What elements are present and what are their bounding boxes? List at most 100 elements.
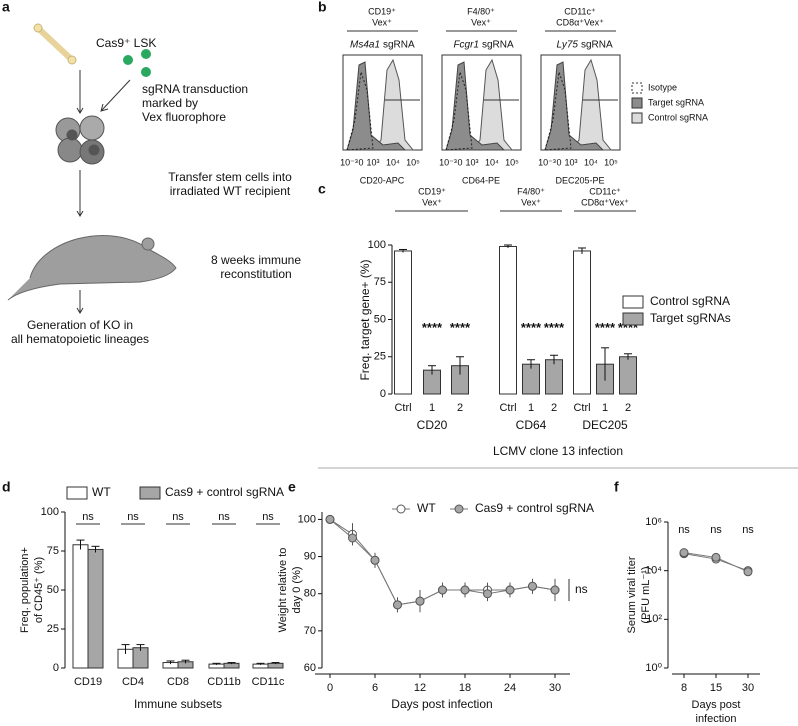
y-tick-label: 80 [304, 588, 316, 600]
y-tick-label: 100 [41, 506, 59, 518]
x-tick-label: 10⁴ [485, 157, 499, 167]
x-tick-label: 2 [457, 402, 463, 414]
y-axis-label: (PFU mL⁻¹) [640, 566, 652, 623]
x-tick-label: 0 [358, 157, 363, 167]
x-tick-label: 10⁵ [406, 157, 420, 167]
x-axis-label: DEC205-PE [555, 175, 604, 185]
x-tick-label: CD8 [167, 676, 189, 688]
x-tick-label: 30 [549, 682, 561, 694]
legend-label: Cas9 + control sgRNA [475, 501, 594, 515]
bar [394, 250, 412, 395]
significance: ns [172, 511, 184, 523]
x-tick-label: 1 [602, 402, 608, 414]
gene-suffix: sgRNA [482, 40, 514, 51]
plot-header: CD8α⁺Vex⁺ [556, 17, 604, 27]
x-tick-label: 10⁴ [584, 157, 598, 167]
step-text: all hematopoietic lineages [11, 332, 149, 346]
x-tick-label: Ctrl [394, 402, 411, 414]
panel-label: a [2, 0, 10, 15]
group-label: CD20 [417, 418, 448, 432]
point [743, 567, 753, 577]
y-axis-label: of CD45⁺ (%) [33, 557, 45, 623]
gene-name: Fcgr1 [453, 40, 479, 51]
point [711, 552, 721, 562]
legend-swatch [66, 486, 88, 500]
group-label: DEC205 [582, 418, 628, 432]
x-tick-label: 30 [742, 682, 754, 694]
target-histogram [445, 61, 506, 151]
step-text: Generation of KO in [27, 318, 133, 332]
y-axis-label: Freq. population+ [19, 547, 31, 633]
x-axis-label: Immune subsets [134, 697, 222, 711]
significance: **** [422, 320, 443, 335]
x-tick-label: 0 [556, 157, 561, 167]
bar [87, 548, 104, 669]
x-tick-label: 18 [459, 682, 471, 694]
x-tick-label: 10⁻³ [538, 157, 556, 167]
legend-label: Target sgRNA [648, 97, 704, 107]
point [348, 533, 357, 543]
y-tick-label: 100 [298, 513, 316, 525]
legend-label: WT [92, 485, 111, 499]
panel-label: d [2, 479, 11, 495]
step-text: marked by [142, 96, 198, 110]
y-axis-label: Weight relative to [277, 548, 289, 633]
legend-label: Cas9 + control sgRNA [165, 485, 284, 499]
y-tick-label: 10² [646, 613, 662, 625]
x-axis-label: CD20-APC [360, 175, 405, 185]
legend-label: WT [417, 501, 436, 515]
significance: ns [678, 524, 690, 536]
y-tick-label: 25 [374, 351, 386, 363]
legend-swatch [139, 486, 161, 500]
x-tick-label: 10⁻³ [340, 157, 358, 167]
legend-swatch [631, 112, 643, 124]
significance: **** [521, 320, 542, 335]
point [483, 589, 492, 599]
legend-swatch [622, 295, 644, 309]
significance: ns [262, 511, 274, 523]
significance: ns [710, 524, 722, 536]
y-axis-label: Freq. target gene+ (%) [358, 259, 372, 380]
legend-label: Target sgRNAs [650, 311, 731, 325]
y-tick-label: 25 [47, 623, 59, 635]
panel-label: c [318, 181, 326, 197]
section-title: LCMV clone 13 infection [493, 444, 623, 458]
y-tick-label: 0 [53, 662, 59, 674]
y-axis-label: day 0 (%) [291, 566, 303, 613]
x-axis-label: Days post [692, 699, 741, 711]
plot-header: Vex⁺ [471, 17, 491, 27]
legend-marker [454, 504, 464, 514]
group-header: CD8α⁺Vex⁺ [581, 197, 629, 207]
legend-label: Control sgRNA [650, 294, 730, 308]
group-header: CD19⁺ [418, 186, 446, 196]
x-tick-label: 0 [327, 682, 333, 694]
x-tick-label: 1 [429, 402, 435, 414]
panel-label: e [288, 479, 296, 495]
step-text: Cas9⁺ LSK [96, 36, 156, 50]
step-text: 8 weeks immune [211, 253, 301, 267]
y-tick-label: 60 [304, 662, 316, 674]
significance: ns [742, 524, 754, 536]
x-tick-label: CD19 [74, 676, 102, 688]
point [550, 585, 560, 595]
x-tick-label: 10⁵ [505, 157, 519, 167]
y-tick-label: 10⁰ [645, 662, 662, 674]
significance: ns [82, 511, 94, 523]
x-tick-label: 15 [710, 682, 722, 694]
legend-swatch [631, 82, 643, 94]
step-text: Vex fluorophore [142, 110, 226, 124]
x-tick-label: 2 [625, 402, 631, 414]
isotype-histogram [544, 71, 572, 151]
target-histogram [544, 61, 605, 151]
y-tick-label: 0 [380, 388, 386, 400]
point [438, 585, 447, 595]
diagram-art [7, 23, 798, 469]
point [528, 581, 537, 591]
gene-name: Ms4a1 [350, 40, 380, 51]
y-tick-label: 10⁴ [645, 565, 662, 577]
significance: ns [575, 582, 588, 596]
significance: ns [218, 511, 230, 523]
point [460, 585, 470, 595]
y-tick-label: 70 [304, 625, 316, 637]
